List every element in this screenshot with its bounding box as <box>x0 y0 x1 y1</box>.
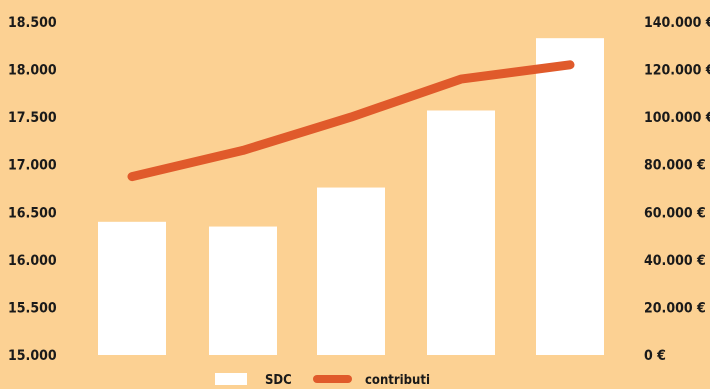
sdc-bar <box>536 38 604 355</box>
right-tick-label: 140.000 € <box>644 15 710 31</box>
right-tick-label: 60.000 € <box>644 205 706 221</box>
contributi-line <box>127 60 575 182</box>
right-tick-label: 40.000 € <box>644 253 706 269</box>
left-tick-label: 17.500 <box>8 110 57 126</box>
left-axis-ticks: 15.000 15.500 16.000 16.500 17.000 17.500 18.0… <box>8 15 57 364</box>
left-tick-label: 18.500 <box>8 15 57 31</box>
legend-label-contributi: contributi <box>365 373 430 388</box>
right-tick-label: 120.000 € <box>644 63 710 79</box>
left-tick-label: 18.000 <box>8 63 57 79</box>
legend-swatch-sdc <box>215 373 247 385</box>
right-tick-label: 0 € <box>644 348 666 364</box>
sdc-bars <box>98 38 604 356</box>
sdc-bar <box>427 110 495 356</box>
legend: SDC contributi <box>215 373 430 388</box>
left-tick-label: 16.500 <box>8 205 57 221</box>
legend-label-sdc: SDC <box>265 373 292 388</box>
right-axis-ticks: 0 € 20.000 € 40.000 € 60.000 € 80.000 € 100.0… <box>644 15 710 364</box>
left-tick-label: 15.000 <box>8 348 57 364</box>
sdc-bar <box>98 221 166 355</box>
sdc-bar <box>209 226 277 355</box>
left-tick-label: 16.000 <box>8 253 57 269</box>
right-tick-label: 80.000 € <box>644 158 706 174</box>
right-tick-label: 20.000 € <box>644 300 706 316</box>
left-tick-label: 17.000 <box>8 158 57 174</box>
sdc-bar <box>317 187 385 355</box>
left-tick-label: 15.500 <box>8 300 57 316</box>
right-tick-label: 100.000 € <box>644 110 710 126</box>
